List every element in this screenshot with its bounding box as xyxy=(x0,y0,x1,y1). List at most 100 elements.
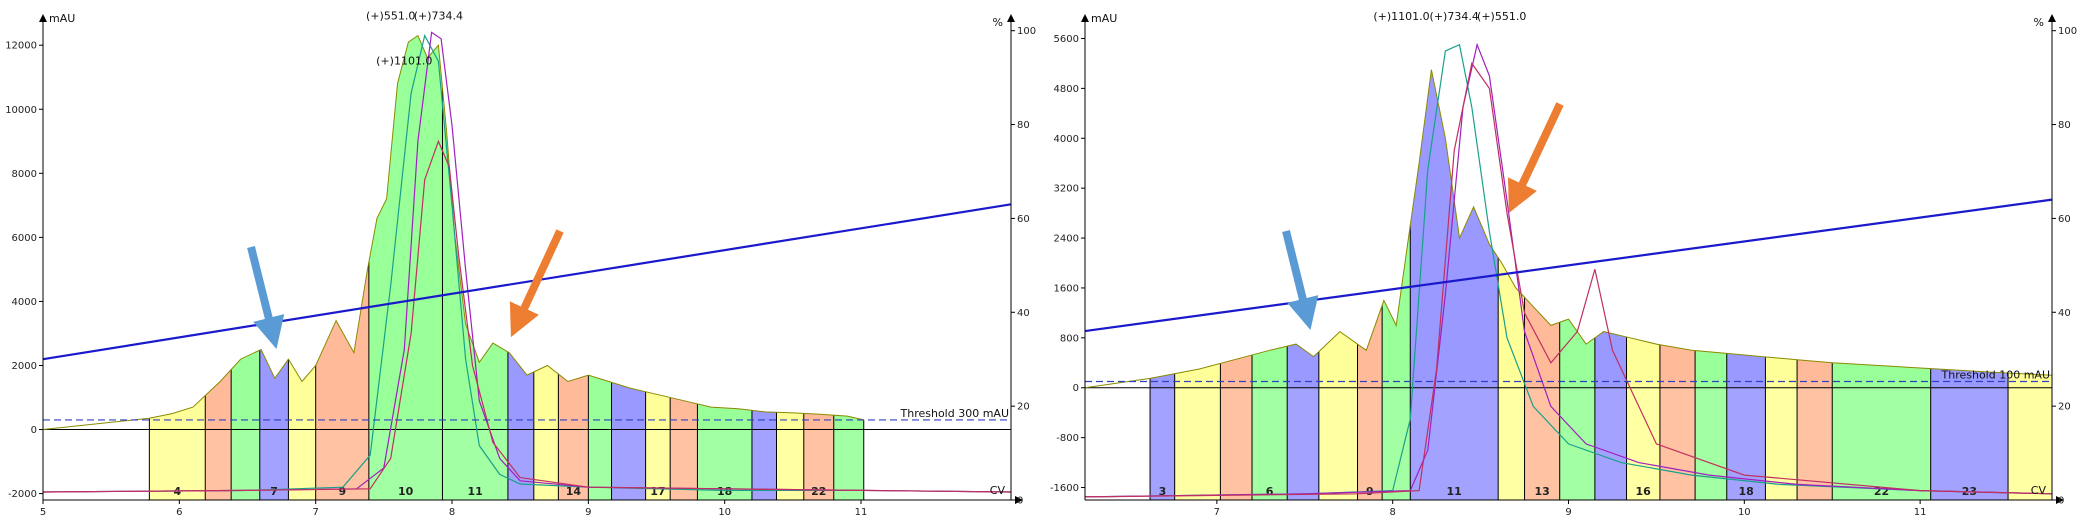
fraction-area xyxy=(1797,359,1833,388)
y-unit-label: mAU xyxy=(1091,12,1117,25)
x-tick-label: 6 xyxy=(176,507,182,518)
fraction-label: 9 xyxy=(338,485,346,498)
peak-label: (+)1101.0 xyxy=(1373,10,1429,23)
fraction-column xyxy=(1659,387,1696,500)
fraction-column xyxy=(1382,387,1411,500)
y2-tick-label: 0 xyxy=(1017,496,1023,507)
fraction-label: 10 xyxy=(398,485,414,498)
y-tick-label: -1600 xyxy=(1050,483,1079,494)
y-tick-label: 10000 xyxy=(5,105,37,116)
fraction-column xyxy=(752,429,777,500)
fraction-area xyxy=(1726,353,1766,388)
x-unit-label: CV xyxy=(2031,484,2047,497)
fraction-area xyxy=(1174,363,1221,388)
fraction-label: 7 xyxy=(270,485,278,498)
fraction-column xyxy=(776,429,804,500)
y-tick-label: -800 xyxy=(1056,433,1079,444)
fraction-area xyxy=(442,88,508,430)
fraction-area xyxy=(533,365,559,430)
fraction-column xyxy=(1318,387,1358,500)
threshold-label: Threshold 100 mAU xyxy=(1941,369,2051,382)
x-tick-label: 7 xyxy=(312,507,318,518)
fraction-area xyxy=(1695,350,1727,388)
fraction-area xyxy=(588,375,612,430)
ms-trace xyxy=(1084,43,2053,498)
y-tick-label: 12000 xyxy=(5,41,37,52)
fraction-area xyxy=(368,35,443,430)
y-tick-label: 4800 xyxy=(1054,84,1079,95)
y-tick-label: -2000 xyxy=(8,489,37,500)
ms-trace xyxy=(42,139,1012,493)
uv-trace xyxy=(1084,69,2053,389)
peak-label: (+)551.0 xyxy=(1477,10,1526,23)
fraction-area xyxy=(1318,331,1358,388)
fraction-column xyxy=(507,429,534,500)
y2-unit-label: % xyxy=(2034,16,2044,29)
fraction-label: 18 xyxy=(717,485,732,498)
threshold-label: Threshold 300 mAU xyxy=(900,407,1010,420)
fraction-area xyxy=(2008,373,2052,388)
y2-tick-label: 80 xyxy=(2058,120,2071,131)
fraction-column xyxy=(259,429,289,500)
fraction-column xyxy=(1174,387,1221,500)
gradient-line xyxy=(42,203,1012,361)
fraction-column xyxy=(1357,387,1383,500)
y2-tick-label: 20 xyxy=(2058,402,2071,413)
fraction-area xyxy=(833,415,864,430)
fraction-areas: 4 7 9 10 11 14 17 18 22 xyxy=(148,35,865,500)
fraction-area xyxy=(645,391,671,430)
x-tick-label: 10 xyxy=(718,507,731,518)
x-tick-label: 11 xyxy=(855,507,868,518)
y-tick-label: 6000 xyxy=(12,233,37,244)
y-tick-label: 0 xyxy=(1073,383,1079,394)
y2-axis-arrow-icon xyxy=(2048,14,2056,22)
gradient-line xyxy=(1084,198,2053,333)
fraction-column xyxy=(205,429,232,500)
x-tick-label: 8 xyxy=(1389,507,1395,518)
fraction-label: 17 xyxy=(650,485,665,498)
y-axis-arrow-icon xyxy=(39,14,47,22)
x-tick-label: 5 xyxy=(40,507,46,518)
y-tick-label: 2000 xyxy=(12,361,37,372)
fraction-column xyxy=(1797,387,1833,500)
fraction-column xyxy=(1524,387,1560,500)
fraction-column xyxy=(558,429,589,500)
y2-unit-label: % xyxy=(993,16,1003,29)
fraction-label: 16 xyxy=(1636,485,1652,498)
fraction-area xyxy=(776,412,804,430)
y2-tick-label: 60 xyxy=(1017,214,1030,225)
fraction-column xyxy=(2008,387,2052,500)
fraction-area xyxy=(670,397,698,430)
peak-label: (+)734.4 xyxy=(414,10,463,23)
fraction-area xyxy=(1626,337,1660,388)
fraction-label: 6 xyxy=(1266,485,1274,498)
fraction-area xyxy=(149,395,206,430)
fraction-area xyxy=(1524,297,1560,388)
y2-tick-label: 0 xyxy=(2058,496,2064,507)
y2-tick-label: 40 xyxy=(1017,308,1030,319)
y-tick-label: 8000 xyxy=(12,169,37,180)
ms-trace xyxy=(1084,61,2053,498)
x-tick-label: 9 xyxy=(1565,507,1571,518)
y-tick-label: 4000 xyxy=(12,297,37,308)
fraction-column xyxy=(1410,387,1499,500)
fraction-area xyxy=(611,382,646,430)
x-tick-label: 8 xyxy=(449,507,455,518)
fraction-area xyxy=(558,374,589,430)
y-unit-label: mAU xyxy=(49,12,75,25)
x-unit-label: CV xyxy=(990,484,1006,497)
fraction-areas: 3 6 9 11 13 16 18 22 23 xyxy=(1149,69,2053,500)
fraction-column xyxy=(1930,387,2009,500)
y2-tick-label: 40 xyxy=(2058,308,2071,319)
fraction-label: 11 xyxy=(468,485,483,498)
ms-trace xyxy=(1084,42,2053,498)
y-tick-label: 800 xyxy=(1060,333,1079,344)
fraction-column xyxy=(1626,387,1660,500)
fraction-area xyxy=(507,351,534,430)
fraction-area xyxy=(1150,373,1175,388)
fraction-label: 11 xyxy=(1447,485,1462,498)
fraction-column xyxy=(1559,387,1595,500)
fraction-area xyxy=(288,359,316,430)
